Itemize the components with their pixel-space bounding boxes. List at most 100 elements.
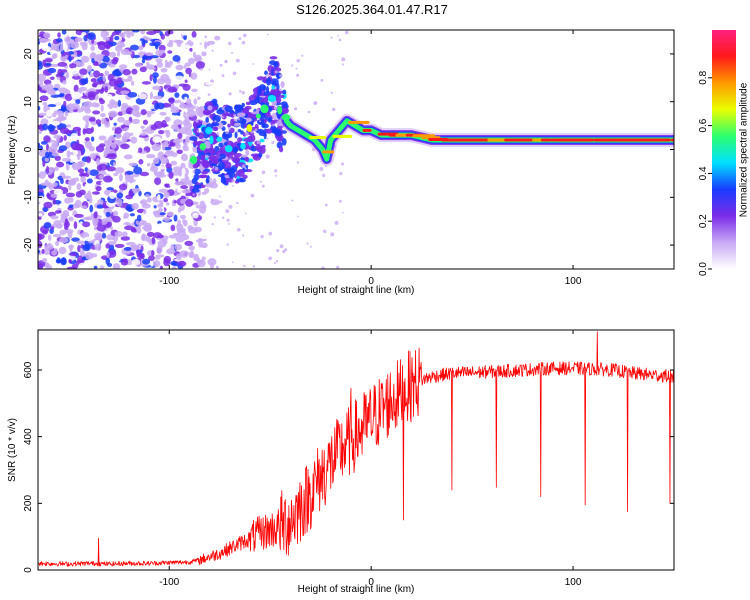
snr-x-tick-label: 0: [368, 577, 374, 588]
spectrogram-noise-cell: [152, 157, 160, 164]
spectrogram-scatter-dot: [255, 108, 260, 112]
spectrogram-noise-cell: [82, 221, 91, 228]
spectrogram-scatter-dot: [244, 212, 247, 215]
spectrogram-scatter-dot: [259, 180, 262, 183]
spectrogram-noise-cell: [61, 157, 72, 162]
spectrogram-noise-cell: [156, 61, 164, 68]
spectrogram-noise-cell: [178, 168, 183, 177]
spectrogram-noise-cell: [102, 36, 110, 41]
spectrogram-noise-cell: [103, 92, 109, 96]
spectrogram-scatter-dot: [198, 188, 201, 191]
spectrogram-noise-cell: [105, 42, 111, 50]
spectrogram-scatter-dot: [215, 265, 219, 269]
spectrogram-scatter-dot: [221, 74, 225, 78]
spectrogram-noise-cell: [142, 119, 149, 125]
spectrogram-noise-cell: [76, 208, 83, 212]
spectrogram-noise-cell: [66, 150, 71, 159]
spectrogram-noise-cell: [46, 109, 53, 117]
spectrogram-noise-cell: [124, 225, 134, 231]
spectrogram-noise-cell: [174, 75, 184, 80]
spectrogram-noise-cell: [145, 110, 155, 115]
spectrogram-noise-cell: [140, 109, 147, 116]
spectrogram-noise-cell: [129, 159, 135, 164]
spectrogram-scatter-dot: [296, 59, 300, 63]
spectrogram-transition-cell: [237, 129, 242, 133]
spectrogram-noise-cell: [61, 30, 67, 35]
spectrogram-noise-cell: [179, 185, 189, 190]
spectrogram-noise-cell: [194, 232, 201, 238]
spectrogram-noise-cell: [119, 173, 123, 182]
spectrogram-scatter-dot: [211, 49, 214, 52]
spectrogram-noise-cell: [42, 102, 48, 106]
spectrogram-scatter-dot: [242, 33, 247, 38]
spectrogram-noise-cell: [107, 228, 112, 233]
spectrogram-noise-cell: [51, 120, 60, 126]
spectrogram-noise-cell: [59, 229, 67, 236]
spectrogram-scatter-dot: [336, 265, 340, 269]
spectrogram-scatter-dot: [259, 120, 262, 123]
spectrogram-noise-cell: [48, 146, 52, 152]
spectrogram-noise-cell: [43, 201, 53, 209]
spectrogram-transition-cell: [270, 78, 279, 86]
spectrogram-noise-cell: [122, 69, 131, 76]
spectrogram-x-tick-label: 0: [368, 276, 374, 287]
spectrogram-noise-cell: [42, 160, 46, 167]
spectrogram-transition-cell: [203, 111, 212, 116]
spectrogram-noise-cell: [118, 32, 125, 38]
spectrogram-noise-cell: [102, 75, 106, 82]
spectrogram-noise-cell: [70, 41, 80, 49]
spectrogram-noise-cell: [133, 80, 141, 86]
spectrogram-noise-cell: [201, 191, 207, 196]
spectrogram-noise-cell: [175, 64, 184, 71]
spectrogram-noise-cell: [38, 60, 43, 66]
spectrogram-scatter-dot: [330, 91, 333, 94]
spectrogram-transition-cell: [237, 137, 243, 142]
spectrogram-noise-cell: [113, 172, 119, 177]
spectrogram-scatter-dot: [241, 164, 246, 169]
spectrogram-noise-cell: [148, 66, 157, 70]
spectrogram-noise-cell: [181, 189, 192, 194]
spectrogram-transition-cell: [281, 138, 287, 146]
spectrogram-transition-cell: [261, 144, 266, 149]
spectrogram-noise-cell: [127, 75, 133, 82]
spectrogram-noise-cell: [149, 218, 158, 224]
spectrogram-noise-cell: [152, 210, 161, 216]
spectrogram-noise-cell: [65, 33, 71, 38]
spectrogram-noise-cell: [52, 53, 58, 59]
spectrogram-noise-cell: [147, 162, 151, 167]
spectrogram-background: [38, 30, 674, 269]
spectrogram-noise-cell: [153, 205, 157, 209]
spectrogram-noise-cell: [38, 263, 44, 269]
spectrogram-noise-cell: [128, 162, 138, 167]
spectrogram-transition-cell: [245, 101, 251, 106]
spectrogram-noise-cell: [105, 31, 109, 37]
spectrogram-noise-cell: [63, 135, 67, 141]
spectrogram-noise-cell: [152, 95, 163, 100]
spectrogram-noise-cell: [167, 30, 174, 35]
spectrogram-noise-cell: [205, 183, 214, 188]
spectrogram-scatter-dot: [227, 127, 231, 130]
spectrogram-noise-cell: [184, 240, 194, 247]
spectrogram-noise-cell: [139, 171, 150, 177]
spectrogram-noise-cell: [177, 132, 183, 139]
spectrogram-noise-cell: [53, 219, 62, 226]
spectrogram-noise-cell: [184, 79, 188, 83]
spectrogram-noise-cell: [184, 174, 189, 181]
spectrogram-scatter-dot: [231, 52, 234, 55]
spectrogram-scatter-dot: [295, 67, 298, 70]
spectrogram-transition-cell: [191, 177, 198, 185]
spectrogram-noise-cell: [145, 194, 150, 198]
spectrogram-noise-cell: [180, 214, 186, 220]
spectrogram-noise-cell: [123, 127, 130, 131]
spectrogram-scatter-dot: [250, 193, 255, 198]
spectrogram-noise-cell: [193, 226, 203, 233]
spectrogram-noise-cell: [44, 157, 50, 162]
spectrogram-noise-cell: [53, 110, 63, 115]
spectrogram-noise-cell: [162, 238, 168, 245]
spectrogram-scatter-dot: [268, 256, 272, 261]
spectrogram-trace-blob: [199, 143, 206, 151]
spectrogram-noise-cell: [176, 230, 187, 237]
spectrogram-noise-cell: [183, 111, 187, 119]
spectrogram-noise-cell: [146, 61, 150, 66]
spectrogram-scatter-dot: [271, 123, 275, 127]
